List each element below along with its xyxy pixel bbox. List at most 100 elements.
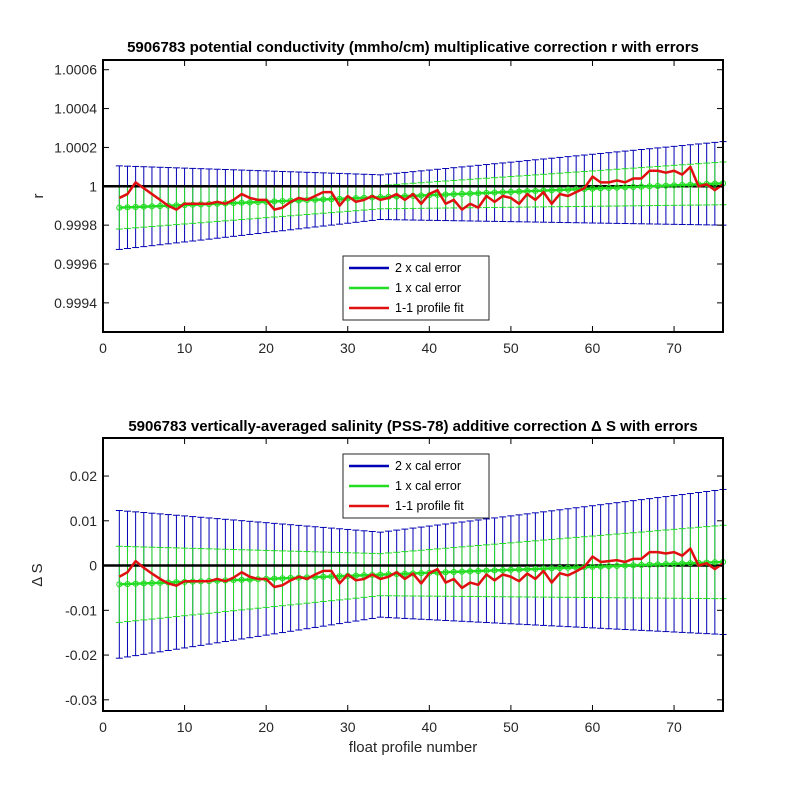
top-calibration-point — [605, 184, 612, 192]
bottom-calibration-point — [556, 564, 563, 572]
bottom-calibration-point — [238, 576, 245, 583]
top-calibration-point — [157, 202, 164, 210]
top-ytick-label: 1.0004 — [54, 101, 97, 117]
top-calibration-point — [336, 195, 343, 202]
top-calibration-point — [630, 183, 637, 191]
bottom-legend-label-2x: 2 x cal error — [395, 459, 461, 473]
bottom-calibration-point — [670, 560, 678, 567]
bottom-calibration-point — [458, 568, 466, 575]
bottom-calibration-point — [605, 563, 612, 570]
bottom-calibration-point — [450, 568, 457, 576]
bottom-legend-label-1x: 1 x cal error — [395, 479, 461, 493]
top-calibration-point — [320, 196, 327, 203]
bottom-calibration-point — [279, 575, 286, 582]
top-calibration-point — [589, 185, 596, 192]
bottom-calibration-point — [638, 561, 645, 569]
top-calibration-point — [458, 190, 466, 197]
top-calibration-point — [279, 197, 286, 205]
bottom-xtick-label: 20 — [258, 719, 274, 735]
top-calibration-point — [532, 187, 539, 195]
top-calibration-point — [662, 182, 669, 189]
top-data-marks — [103, 165, 727, 211]
bottom-legend: 2 x cal error 1 x cal error 1-1 profile … — [342, 453, 490, 519]
top-ytick-label: 1.0006 — [54, 62, 97, 78]
top-calibration-point — [442, 191, 449, 198]
top-calibration-point — [515, 188, 523, 195]
top-calibration-point — [654, 182, 661, 190]
bottom-calibration-point — [654, 561, 661, 568]
top-calibration-point — [148, 203, 156, 210]
bottom-calibration-point — [442, 569, 449, 576]
bottom-panel: 5906783 vertically-averaged salinity (PS… — [29, 418, 727, 756]
top-calibration-point — [491, 189, 498, 196]
top-calibration-point — [426, 192, 433, 199]
bottom-calibration-point — [320, 573, 327, 580]
top-xtick-label: 40 — [422, 340, 438, 356]
top-legend-label-2x: 2 x cal error — [395, 261, 461, 275]
top-calibration-point — [597, 185, 604, 192]
bottom-calibration-point — [352, 572, 359, 579]
top-calibration-point — [328, 196, 335, 203]
top-ytick-label: 0.9994 — [54, 295, 97, 311]
bottom-calibration-point — [271, 575, 278, 582]
top-calibration-point — [271, 198, 278, 205]
bottom-calibration-point — [613, 562, 621, 569]
top-legend: 2 x cal error 1 x cal error 1-1 profile … — [342, 255, 490, 321]
bottom-calibration-point — [524, 566, 531, 573]
bottom-ytick-label: -0.02 — [65, 647, 97, 663]
bottom-ytick-label: -0.03 — [65, 692, 97, 708]
top-ytick-label: 0.9996 — [54, 256, 97, 272]
top-calibration-point — [711, 180, 718, 187]
bottom-xtick-label: 40 — [422, 719, 438, 735]
top-calibration-point — [638, 183, 645, 190]
bottom-calibration-point — [564, 564, 572, 571]
top-calibration-point — [646, 183, 653, 190]
top-calibration-point — [556, 186, 563, 194]
bottom-xtick-label: 0 — [99, 719, 107, 735]
bottom-calibration-point — [475, 567, 482, 575]
top-calibration-point — [670, 182, 678, 189]
top-calibration-point — [450, 191, 457, 198]
bottom-calibration-point — [467, 568, 474, 575]
bottom-calibration-point — [630, 562, 637, 569]
top-legend-label-1x: 1 x cal error — [395, 281, 461, 295]
bottom-legend-label-fit: 1-1 profile fit — [395, 499, 464, 513]
bottom-profile-fit-line — [118, 547, 724, 590]
top-xtick-label: 0 — [99, 340, 107, 356]
top-calibration-point — [418, 192, 425, 199]
bottom-calibration-point — [646, 561, 653, 568]
bottom-calibration-point — [687, 560, 694, 567]
top-xtick-label: 70 — [666, 340, 682, 356]
top-calibration-point — [132, 203, 139, 211]
bottom-ytick-label: 0 — [89, 558, 97, 574]
top-xtick-label: 20 — [258, 340, 274, 356]
top-xtick-label: 60 — [585, 340, 601, 356]
bottom-title: 5906783 vertically-averaged salinity (PS… — [128, 418, 697, 435]
top-ytick-label: 1.0002 — [54, 139, 97, 155]
bottom-calibration-point — [662, 560, 669, 568]
top-calibration-point — [140, 203, 147, 210]
top-calibration-point — [548, 187, 555, 194]
bottom-xlabel: float profile number — [349, 739, 477, 756]
bottom-calibration-point — [124, 580, 131, 588]
top-calibration-point — [246, 199, 253, 206]
bottom-calibration-point — [532, 565, 539, 573]
bottom-calibration-point — [515, 566, 523, 573]
top-calibration-point — [467, 190, 474, 197]
top-ylabel: r — [30, 194, 47, 199]
top-calibration-point — [507, 188, 514, 196]
bottom-ytick-label: 0.01 — [70, 513, 97, 529]
top-calibration-point — [622, 184, 629, 191]
top-profile-fit-line — [118, 165, 724, 211]
bottom-calibration-point — [336, 573, 343, 580]
top-calibration-point — [238, 199, 245, 206]
top-panel: 5906783 potential conductivity (mmho/cm)… — [30, 39, 727, 356]
bottom-axes-box — [102, 437, 724, 712]
bottom-calibration-point — [140, 580, 147, 587]
bottom-xtick-label: 60 — [585, 719, 601, 735]
top-calibration-point — [116, 204, 123, 211]
top-xtick-label: 50 — [503, 340, 519, 356]
bottom-calibration-point — [409, 570, 417, 577]
top-ticks: 0 10 20 30 40 50 60 70 0.9994 0.9996 0.9998 1 1.0002… — [54, 60, 723, 356]
